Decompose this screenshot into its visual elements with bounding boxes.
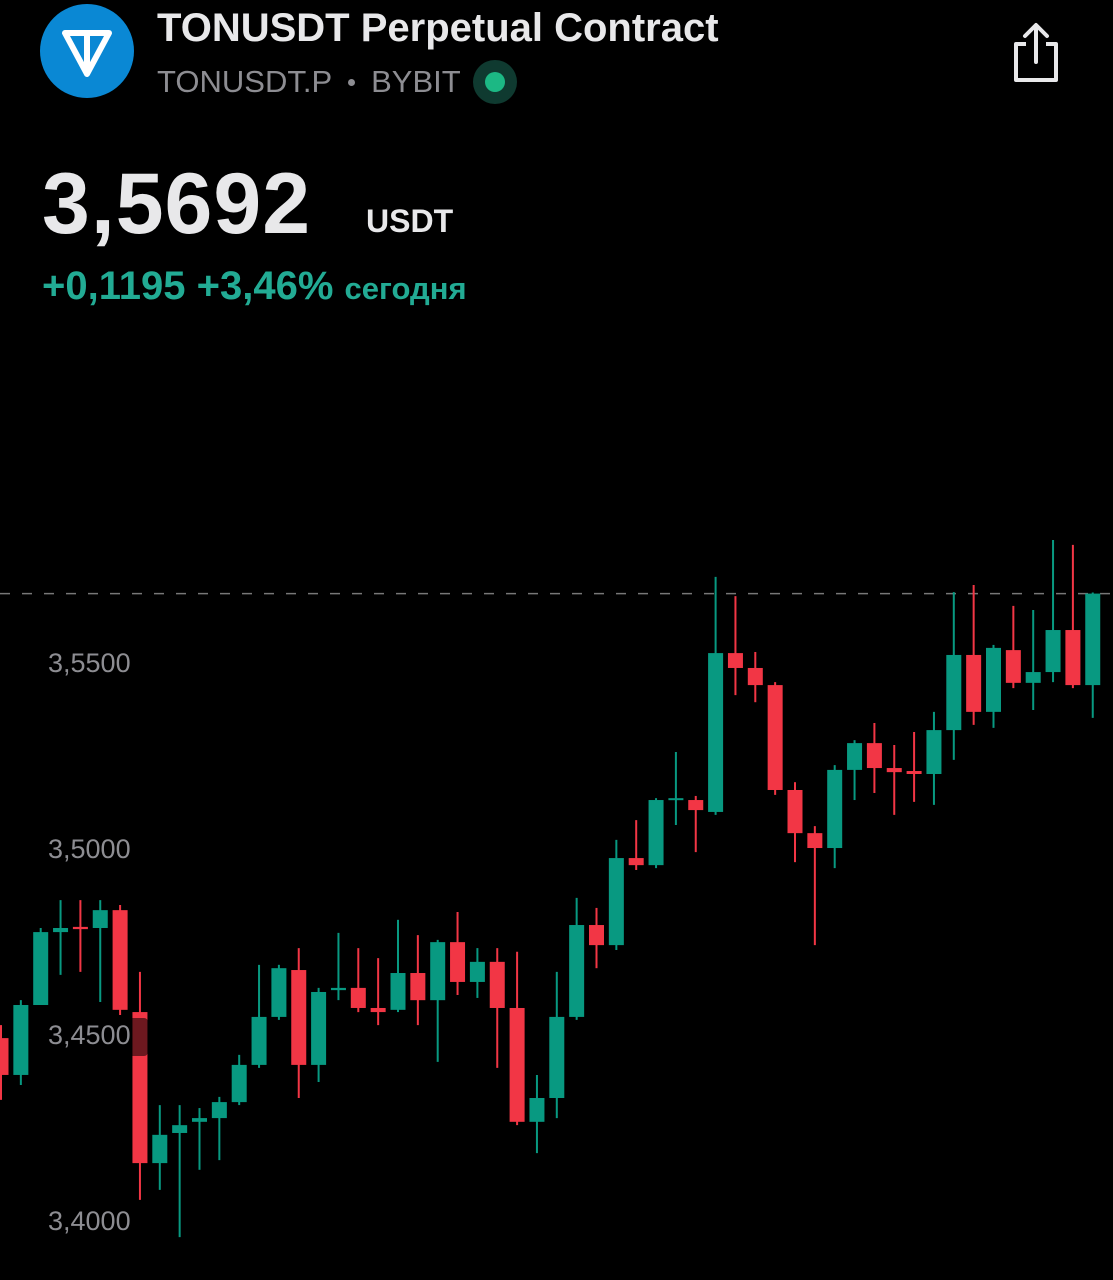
candle-body xyxy=(489,961,505,1008)
candle-body xyxy=(33,932,49,1006)
candle-body xyxy=(192,1118,207,1122)
candle-body xyxy=(350,987,366,1008)
candle-body xyxy=(271,968,287,1017)
y-tick-label: 3,4500 xyxy=(48,1020,131,1050)
candle-body xyxy=(966,654,982,712)
candle-body xyxy=(986,647,1001,712)
candle-body xyxy=(53,928,69,933)
candle-body xyxy=(589,925,604,946)
candle-body xyxy=(827,769,843,849)
y-tick-label-bg xyxy=(44,832,148,870)
candle-body xyxy=(628,858,644,866)
candle-body xyxy=(112,910,128,1010)
y-tick-label: 3,5500 xyxy=(48,648,131,678)
candle-body xyxy=(410,973,426,1001)
candle-body xyxy=(529,1098,545,1122)
share-button[interactable] xyxy=(1010,22,1062,84)
candle-body xyxy=(549,1016,565,1099)
candle-body xyxy=(668,798,684,801)
candle-body xyxy=(847,743,863,770)
candle-body xyxy=(469,961,485,982)
subtitle: TONUSDT.P BYBIT xyxy=(157,60,517,104)
exchange: BYBIT xyxy=(371,64,461,99)
candle-body xyxy=(787,789,803,834)
y-tick-label-bg xyxy=(44,646,148,684)
candle-body xyxy=(906,771,922,774)
candle-body xyxy=(569,925,585,1017)
candle-body xyxy=(926,730,942,774)
candle-body xyxy=(291,970,307,1065)
price-change: +0,1195 +3,46% сегодня xyxy=(42,264,467,309)
candle-body xyxy=(72,926,88,930)
candle-body xyxy=(0,1038,9,1075)
candle-body xyxy=(390,973,406,1010)
candle-body xyxy=(13,1005,29,1075)
market-status xyxy=(472,60,517,104)
candle-body xyxy=(430,942,446,1001)
candle-body xyxy=(92,910,108,929)
y-tick-label-bg xyxy=(44,1204,148,1242)
candle-body xyxy=(1005,650,1021,683)
candle-body xyxy=(727,653,743,668)
candle-body xyxy=(708,653,724,812)
candle-body xyxy=(509,1007,525,1122)
candle-body xyxy=(152,1134,168,1164)
candle-body xyxy=(807,833,823,849)
title: TONUSDT Perpetual Contract xyxy=(157,6,719,50)
period: сегодня xyxy=(344,271,467,306)
candle-body xyxy=(1065,630,1081,686)
y-tick-label: 3,5000 xyxy=(48,834,131,864)
candle-body xyxy=(648,800,664,866)
candle-body xyxy=(1025,672,1041,683)
candle-body xyxy=(1045,630,1061,673)
candle-body xyxy=(688,800,704,811)
candle-body xyxy=(330,987,346,991)
candle-body xyxy=(231,1064,247,1103)
ton-logo xyxy=(40,4,134,98)
separator xyxy=(348,78,356,86)
candle-body xyxy=(747,667,763,686)
candle-body xyxy=(311,991,327,1065)
candle-body xyxy=(251,1016,267,1065)
candle-body xyxy=(886,768,902,773)
candle-body xyxy=(211,1102,227,1119)
candle-body xyxy=(608,858,624,946)
currency: USDT xyxy=(366,203,454,239)
y-tick-label: 3,4000 xyxy=(48,1206,131,1236)
change-absolute: +0,1195 xyxy=(42,264,186,308)
change-percent: +3,46% xyxy=(196,264,334,308)
last-price: 3,5692 xyxy=(42,156,312,252)
candle-body xyxy=(767,685,783,790)
candle-body xyxy=(370,1007,386,1013)
candle-body xyxy=(172,1125,188,1133)
candle-body xyxy=(946,654,962,731)
symbol: TONUSDT.P xyxy=(157,64,333,99)
candle-body xyxy=(450,942,466,982)
candle-body xyxy=(1085,593,1101,686)
y-tick-label-bg xyxy=(44,1018,148,1056)
candle-body xyxy=(866,743,882,769)
